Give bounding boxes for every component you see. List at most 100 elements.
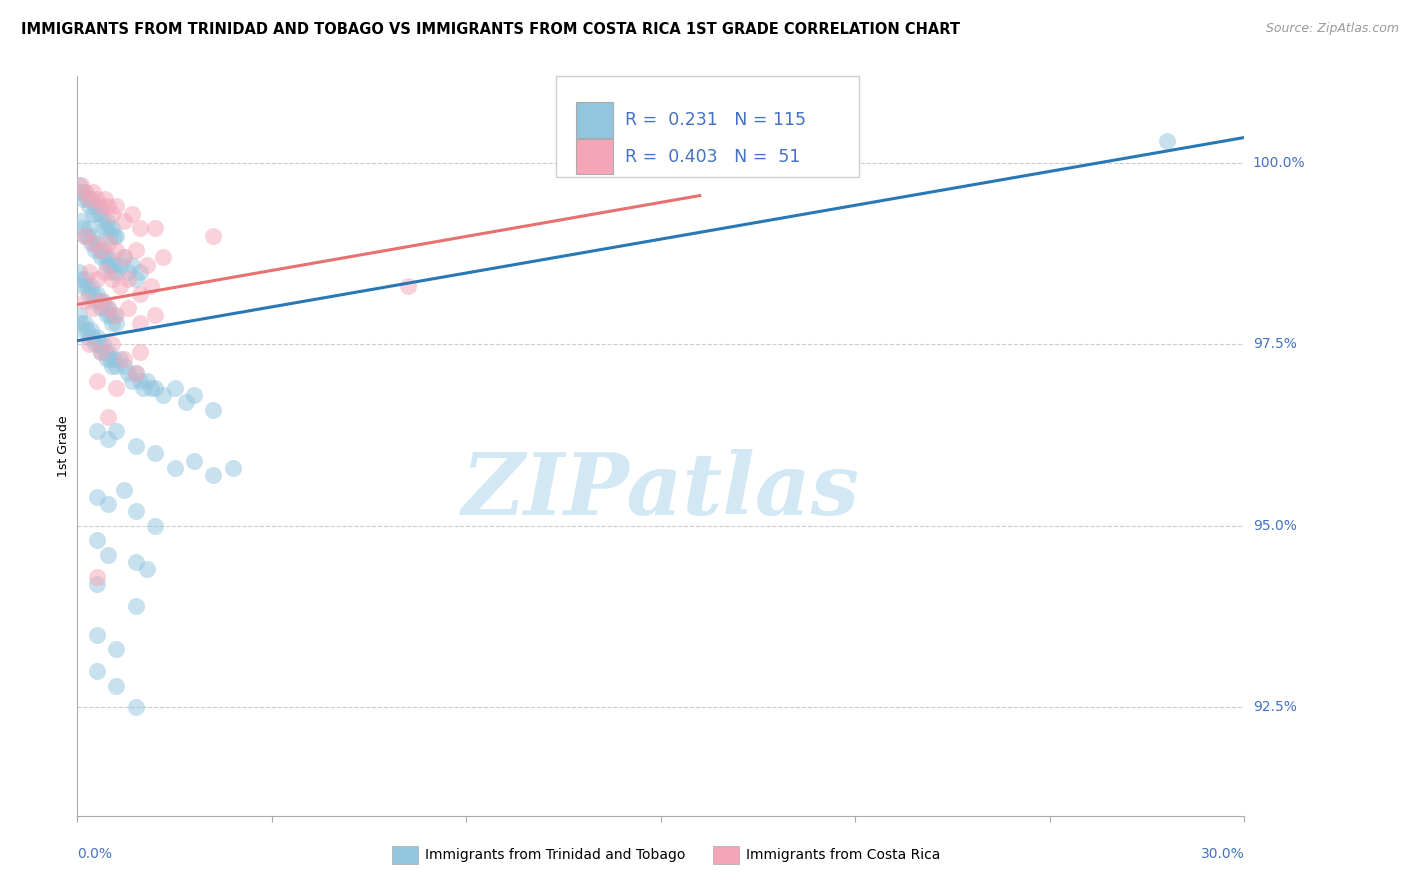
Point — [101, 207, 124, 221]
Text: Source: ZipAtlas.com: Source: ZipAtlas.com — [1265, 22, 1399, 36]
Point — [112, 351, 135, 366]
Point — [100, 228, 122, 243]
Text: R =  0.231   N = 115: R = 0.231 N = 115 — [624, 111, 806, 129]
Point — [101, 359, 124, 373]
Point — [82, 301, 104, 315]
Text: 97.5%: 97.5% — [1253, 337, 1296, 351]
Point — [128, 316, 150, 330]
Point — [75, 228, 97, 243]
Point — [105, 679, 128, 693]
Point — [80, 279, 103, 293]
Point — [105, 243, 128, 257]
Point — [105, 309, 128, 323]
Point — [128, 374, 150, 388]
Text: Immigrants from Costa Rica: Immigrants from Costa Rica — [747, 848, 941, 863]
Point — [97, 221, 120, 235]
Point — [91, 214, 114, 228]
Point — [90, 199, 112, 213]
Point — [100, 309, 122, 323]
Point — [97, 409, 120, 424]
Point — [80, 235, 103, 250]
Point — [105, 199, 128, 213]
Point — [86, 374, 108, 388]
Point — [86, 272, 108, 286]
Point — [128, 265, 150, 279]
Point — [75, 272, 97, 286]
Text: ZIPatlas: ZIPatlas — [461, 449, 860, 533]
Point — [141, 381, 163, 395]
Point — [152, 250, 174, 264]
Text: 100.0%: 100.0% — [1253, 156, 1305, 169]
FancyBboxPatch shape — [713, 846, 740, 864]
Point — [82, 286, 104, 301]
Point — [202, 468, 225, 483]
Point — [1156, 134, 1178, 148]
Point — [101, 272, 124, 286]
Y-axis label: 1st Grade: 1st Grade — [58, 415, 70, 477]
Point — [75, 185, 97, 199]
Point — [97, 432, 120, 446]
Text: R =  0.403   N =  51: R = 0.403 N = 51 — [624, 147, 800, 166]
Point — [105, 425, 128, 439]
Point — [87, 293, 110, 308]
Point — [86, 569, 108, 583]
Point — [101, 221, 124, 235]
Point — [163, 381, 186, 395]
Point — [93, 301, 115, 315]
Point — [86, 425, 108, 439]
Point — [174, 395, 197, 409]
Point — [117, 367, 139, 381]
Point — [75, 316, 97, 330]
Point — [124, 599, 148, 613]
Point — [93, 250, 115, 264]
Point — [97, 548, 120, 562]
Point — [143, 221, 166, 235]
Point — [124, 243, 148, 257]
Point — [90, 293, 112, 308]
Point — [202, 402, 225, 417]
Point — [117, 272, 139, 286]
Point — [183, 453, 205, 467]
Point — [108, 279, 131, 293]
Point — [101, 265, 124, 279]
FancyBboxPatch shape — [392, 846, 418, 864]
Point — [103, 258, 125, 272]
Point — [83, 293, 105, 308]
Point — [103, 309, 125, 323]
Point — [112, 359, 135, 373]
Point — [112, 250, 135, 264]
Point — [132, 381, 155, 395]
Point — [124, 700, 148, 714]
FancyBboxPatch shape — [575, 103, 613, 137]
Point — [87, 337, 110, 351]
Text: 95.0%: 95.0% — [1253, 519, 1296, 533]
Point — [124, 367, 148, 381]
FancyBboxPatch shape — [555, 76, 859, 178]
Point — [90, 301, 112, 315]
Text: Immigrants from Trinidad and Tobago: Immigrants from Trinidad and Tobago — [425, 848, 686, 863]
Point — [396, 279, 419, 293]
Point — [77, 192, 100, 206]
Point — [70, 214, 93, 228]
Point — [80, 192, 103, 206]
Point — [128, 221, 150, 235]
Point — [77, 286, 100, 301]
Point — [83, 243, 105, 257]
Point — [72, 192, 94, 206]
Point — [67, 265, 90, 279]
Point — [163, 460, 186, 475]
Point — [75, 228, 97, 243]
Point — [90, 207, 112, 221]
Point — [105, 642, 128, 657]
Point — [141, 279, 163, 293]
Point — [76, 228, 98, 243]
Point — [97, 250, 120, 264]
Point — [121, 258, 143, 272]
Point — [101, 337, 124, 351]
Point — [108, 351, 131, 366]
Point — [86, 286, 108, 301]
Point — [76, 192, 98, 206]
Point — [77, 199, 100, 213]
Point — [124, 555, 148, 569]
Point — [87, 243, 110, 257]
